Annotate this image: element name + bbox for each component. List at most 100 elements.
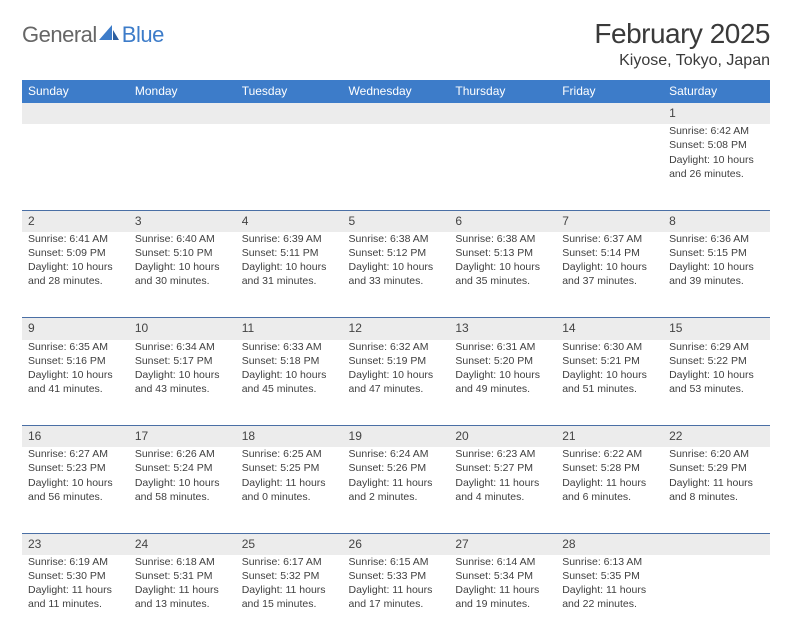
- day-number: 19: [343, 426, 450, 448]
- day-cell: [663, 555, 770, 641]
- day-number-row: 1: [22, 103, 770, 124]
- daylight-text: Daylight: 11 hours: [28, 583, 123, 597]
- sunset-text: Sunset: 5:15 PM: [669, 246, 764, 260]
- daylight-text: and 13 minutes.: [135, 597, 230, 611]
- sunset-text: Sunset: 5:16 PM: [28, 354, 123, 368]
- daylight-text: and 4 minutes.: [455, 490, 550, 504]
- daylight-text: Daylight: 10 hours: [669, 153, 764, 167]
- daylight-text: and 2 minutes.: [349, 490, 444, 504]
- sunrise-text: Sunrise: 6:37 AM: [562, 232, 657, 246]
- day-detail-row: Sunrise: 6:27 AMSunset: 5:23 PMDaylight:…: [22, 447, 770, 533]
- sunrise-text: Sunrise: 6:42 AM: [669, 124, 764, 138]
- sunrise-text: Sunrise: 6:36 AM: [669, 232, 764, 246]
- daylight-text: and 53 minutes.: [669, 382, 764, 396]
- day-cell: Sunrise: 6:37 AMSunset: 5:14 PMDaylight:…: [556, 232, 663, 318]
- sunset-text: Sunset: 5:24 PM: [135, 461, 230, 475]
- daylight-text: Daylight: 10 hours: [28, 368, 123, 382]
- weekday-header: Saturday: [663, 80, 770, 103]
- daylight-text: and 31 minutes.: [242, 274, 337, 288]
- day-cell: Sunrise: 6:18 AMSunset: 5:31 PMDaylight:…: [129, 555, 236, 641]
- sunrise-text: Sunrise: 6:24 AM: [349, 447, 444, 461]
- daylight-text: and 58 minutes.: [135, 490, 230, 504]
- day-detail-row: Sunrise: 6:41 AMSunset: 5:09 PMDaylight:…: [22, 232, 770, 318]
- daylight-text: Daylight: 11 hours: [135, 583, 230, 597]
- day-cell: Sunrise: 6:19 AMSunset: 5:30 PMDaylight:…: [22, 555, 129, 641]
- daylight-text: and 33 minutes.: [349, 274, 444, 288]
- day-number: 13: [449, 318, 556, 340]
- daylight-text: and 6 minutes.: [562, 490, 657, 504]
- day-cell: Sunrise: 6:17 AMSunset: 5:32 PMDaylight:…: [236, 555, 343, 641]
- daylight-text: and 49 minutes.: [455, 382, 550, 396]
- day-number: 20: [449, 426, 556, 448]
- day-number: [663, 533, 770, 555]
- daylight-text: Daylight: 10 hours: [349, 368, 444, 382]
- day-cell: [343, 124, 450, 210]
- sunset-text: Sunset: 5:09 PM: [28, 246, 123, 260]
- day-number: 6: [449, 210, 556, 232]
- day-number-row: 2345678: [22, 210, 770, 232]
- day-number: 9: [22, 318, 129, 340]
- day-number: 2: [22, 210, 129, 232]
- daylight-text: and 17 minutes.: [349, 597, 444, 611]
- day-number: 24: [129, 533, 236, 555]
- day-number: 11: [236, 318, 343, 340]
- sunrise-text: Sunrise: 6:38 AM: [349, 232, 444, 246]
- day-cell: Sunrise: 6:30 AMSunset: 5:21 PMDaylight:…: [556, 340, 663, 426]
- daylight-text: and 43 minutes.: [135, 382, 230, 396]
- day-number: 27: [449, 533, 556, 555]
- sunset-text: Sunset: 5:21 PM: [562, 354, 657, 368]
- day-cell: Sunrise: 6:35 AMSunset: 5:16 PMDaylight:…: [22, 340, 129, 426]
- sunset-text: Sunset: 5:27 PM: [455, 461, 550, 475]
- day-number-row: 16171819202122: [22, 426, 770, 448]
- location-label: Kiyose, Tokyo, Japan: [594, 52, 770, 70]
- sunset-text: Sunset: 5:22 PM: [669, 354, 764, 368]
- daylight-text: and 47 minutes.: [349, 382, 444, 396]
- daylight-text: Daylight: 10 hours: [562, 260, 657, 274]
- daylight-text: and 15 minutes.: [242, 597, 337, 611]
- day-cell: [22, 124, 129, 210]
- daylight-text: and 39 minutes.: [669, 274, 764, 288]
- sunrise-text: Sunrise: 6:32 AM: [349, 340, 444, 354]
- page-header: General Blue February 2025 Kiyose, Tokyo…: [22, 18, 770, 70]
- logo: General Blue: [22, 18, 164, 48]
- sunrise-text: Sunrise: 6:19 AM: [28, 555, 123, 569]
- daylight-text: and 0 minutes.: [242, 490, 337, 504]
- daylight-text: and 11 minutes.: [28, 597, 123, 611]
- weekday-header: Friday: [556, 80, 663, 103]
- daylight-text: Daylight: 10 hours: [669, 260, 764, 274]
- daylight-text: Daylight: 11 hours: [349, 583, 444, 597]
- sunset-text: Sunset: 5:29 PM: [669, 461, 764, 475]
- day-cell: Sunrise: 6:29 AMSunset: 5:22 PMDaylight:…: [663, 340, 770, 426]
- day-cell: [556, 124, 663, 210]
- day-number: [129, 103, 236, 124]
- sunset-text: Sunset: 5:31 PM: [135, 569, 230, 583]
- day-cell: [236, 124, 343, 210]
- day-number: 8: [663, 210, 770, 232]
- sunrise-text: Sunrise: 6:33 AM: [242, 340, 337, 354]
- day-number: 3: [129, 210, 236, 232]
- day-detail-row: Sunrise: 6:35 AMSunset: 5:16 PMDaylight:…: [22, 340, 770, 426]
- calendar-body: 1Sunrise: 6:42 AMSunset: 5:08 PMDaylight…: [22, 103, 770, 641]
- daylight-text: Daylight: 10 hours: [669, 368, 764, 382]
- sunset-text: Sunset: 5:11 PM: [242, 246, 337, 260]
- day-cell: Sunrise: 6:32 AMSunset: 5:19 PMDaylight:…: [343, 340, 450, 426]
- daylight-text: and 41 minutes.: [28, 382, 123, 396]
- sunset-text: Sunset: 5:32 PM: [242, 569, 337, 583]
- sunset-text: Sunset: 5:12 PM: [349, 246, 444, 260]
- logo-text-b: Blue: [122, 22, 164, 48]
- weekday-header: Tuesday: [236, 80, 343, 103]
- sunset-text: Sunset: 5:30 PM: [28, 569, 123, 583]
- daylight-text: Daylight: 10 hours: [28, 260, 123, 274]
- sunrise-text: Sunrise: 6:35 AM: [28, 340, 123, 354]
- sunrise-text: Sunrise: 6:25 AM: [242, 447, 337, 461]
- sunset-text: Sunset: 5:25 PM: [242, 461, 337, 475]
- day-number-row: 9101112131415: [22, 318, 770, 340]
- day-cell: Sunrise: 6:25 AMSunset: 5:25 PMDaylight:…: [236, 447, 343, 533]
- daylight-text: and 30 minutes.: [135, 274, 230, 288]
- sunrise-text: Sunrise: 6:30 AM: [562, 340, 657, 354]
- daylight-text: Daylight: 10 hours: [242, 260, 337, 274]
- daylight-text: Daylight: 10 hours: [455, 260, 550, 274]
- sunset-text: Sunset: 5:34 PM: [455, 569, 550, 583]
- calendar-table: Sunday Monday Tuesday Wednesday Thursday…: [22, 80, 770, 641]
- daylight-text: and 28 minutes.: [28, 274, 123, 288]
